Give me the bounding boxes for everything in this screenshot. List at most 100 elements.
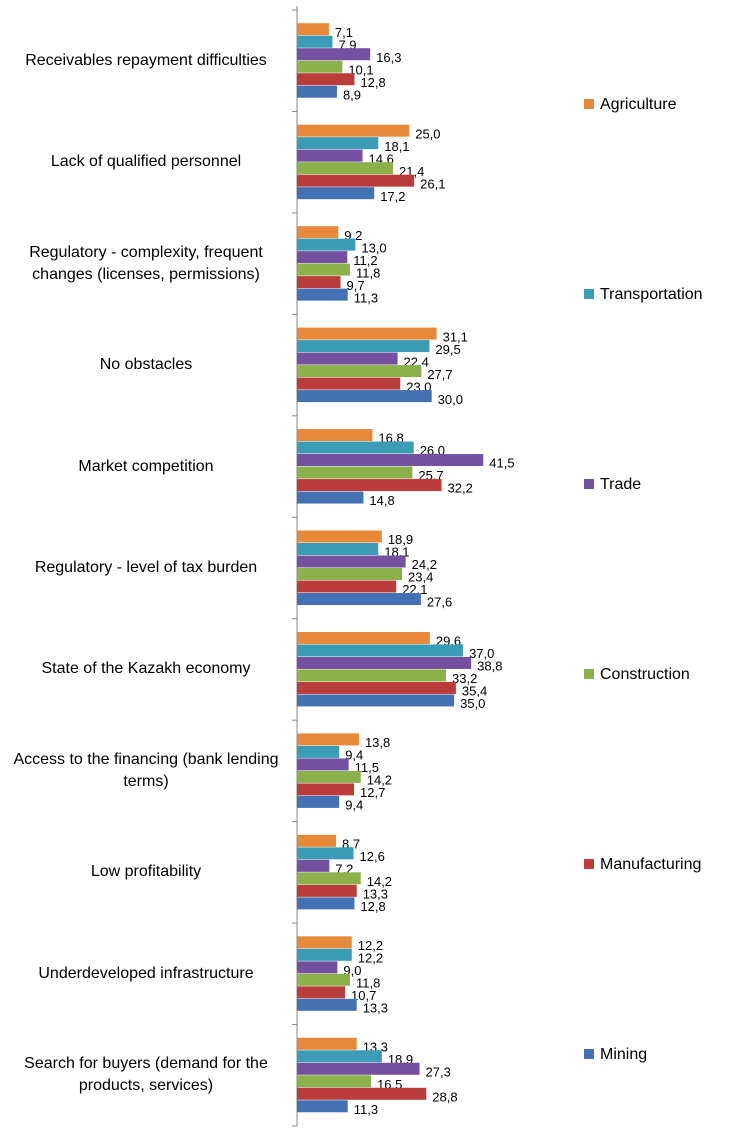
data-label: 12,8 bbox=[360, 899, 385, 914]
data-label: 8,9 bbox=[343, 87, 361, 102]
bar bbox=[297, 872, 361, 885]
bar bbox=[297, 149, 363, 162]
bar bbox=[297, 530, 382, 543]
bar bbox=[297, 340, 430, 353]
category-label: Underdeveloped infrastructure bbox=[38, 964, 254, 982]
legend-label: Mining bbox=[600, 1046, 647, 1063]
data-label: 9,7 bbox=[347, 278, 365, 293]
data-label: 29,5 bbox=[435, 342, 460, 357]
bar bbox=[297, 998, 357, 1011]
bar bbox=[297, 884, 357, 897]
legend-swatch bbox=[584, 669, 594, 679]
bar bbox=[297, 1075, 372, 1088]
bar bbox=[297, 644, 464, 657]
category-label: Regulatory - level of tax burden bbox=[34, 559, 258, 576]
data-label: 10,1 bbox=[348, 62, 373, 77]
data-label: 35,4 bbox=[462, 684, 487, 699]
data-label: 11,8 bbox=[356, 976, 380, 991]
category-label: Lack of qualified personnel bbox=[50, 153, 242, 171]
bar bbox=[297, 631, 430, 644]
bar bbox=[297, 543, 379, 555]
data-label: 28,8 bbox=[432, 1089, 457, 1104]
bar bbox=[297, 263, 350, 276]
data-label: 11,2 bbox=[353, 253, 377, 268]
data-label: 13,0 bbox=[361, 240, 386, 255]
bar bbox=[297, 936, 352, 949]
bar bbox=[297, 174, 415, 187]
bar bbox=[297, 1100, 348, 1113]
bar bbox=[297, 847, 354, 860]
data-label: 27,7 bbox=[427, 367, 452, 382]
bar bbox=[297, 961, 338, 974]
bar bbox=[297, 23, 329, 36]
bar bbox=[297, 834, 337, 847]
data-label: 32,2 bbox=[448, 481, 473, 496]
bar bbox=[297, 694, 455, 707]
bar bbox=[297, 390, 432, 403]
data-label: 10,7 bbox=[351, 988, 376, 1003]
data-label: 37,0 bbox=[469, 646, 494, 661]
legend-label: Manufacturing bbox=[600, 856, 701, 873]
data-label: 12,7 bbox=[360, 785, 385, 800]
bar bbox=[297, 491, 364, 504]
data-label: 12,8 bbox=[360, 75, 385, 90]
bar bbox=[297, 251, 348, 264]
bar bbox=[297, 238, 356, 251]
bar bbox=[297, 859, 330, 872]
legend-label: Construction bbox=[600, 666, 690, 683]
bar bbox=[297, 479, 442, 492]
data-label: 23,4 bbox=[408, 570, 433, 585]
bar bbox=[297, 226, 339, 239]
data-label: 14,8 bbox=[369, 493, 394, 508]
bar bbox=[297, 783, 355, 796]
data-label: 18,1 bbox=[384, 139, 409, 154]
data-label: 11,3 bbox=[354, 290, 378, 305]
legend-label: Transportation bbox=[600, 286, 703, 303]
category-label: Market competition bbox=[78, 457, 214, 475]
data-label: 13,3 bbox=[363, 1001, 388, 1016]
bar bbox=[297, 897, 355, 910]
data-label: 11,3 bbox=[354, 1102, 378, 1117]
bar bbox=[297, 288, 348, 301]
bar bbox=[297, 1062, 420, 1075]
bar bbox=[297, 365, 422, 378]
bar bbox=[297, 1037, 357, 1050]
category-label: No obstacles bbox=[99, 356, 193, 374]
data-label: 9,4 bbox=[345, 748, 363, 763]
bar bbox=[297, 454, 484, 467]
bar bbox=[297, 276, 341, 289]
legend-label: Trade bbox=[600, 476, 641, 493]
bar bbox=[297, 973, 350, 986]
legend-swatch bbox=[584, 1049, 594, 1059]
data-label: 33,2 bbox=[452, 671, 477, 686]
bar bbox=[297, 745, 340, 758]
data-label: 31,1 bbox=[443, 329, 468, 344]
category-label: Regulatory - complexity, frequent change… bbox=[29, 243, 263, 283]
data-label: 27,6 bbox=[427, 595, 452, 610]
bar bbox=[297, 656, 472, 669]
data-label: 13,3 bbox=[363, 887, 388, 902]
bar bbox=[297, 35, 333, 48]
data-label: 24,2 bbox=[412, 557, 437, 572]
category-label: Access to the financing (bank lending te… bbox=[13, 750, 279, 790]
bar bbox=[297, 681, 456, 694]
bar bbox=[297, 593, 421, 605]
bar bbox=[297, 60, 343, 73]
bar bbox=[297, 162, 394, 175]
bar bbox=[297, 733, 359, 746]
bar bbox=[297, 568, 403, 580]
bar bbox=[297, 466, 413, 479]
data-label: 12,6 bbox=[360, 849, 385, 864]
bar bbox=[297, 377, 401, 390]
data-label: 35,0 bbox=[460, 696, 485, 711]
bar bbox=[297, 795, 340, 808]
bar bbox=[297, 1087, 427, 1100]
bar bbox=[297, 429, 373, 442]
data-label: 13,8 bbox=[365, 735, 390, 750]
legend-swatch bbox=[584, 99, 594, 109]
bar bbox=[297, 669, 447, 682]
bar bbox=[297, 327, 437, 340]
category-label: Search for buyers (demand for the produc… bbox=[24, 1055, 268, 1095]
bar bbox=[297, 48, 371, 61]
